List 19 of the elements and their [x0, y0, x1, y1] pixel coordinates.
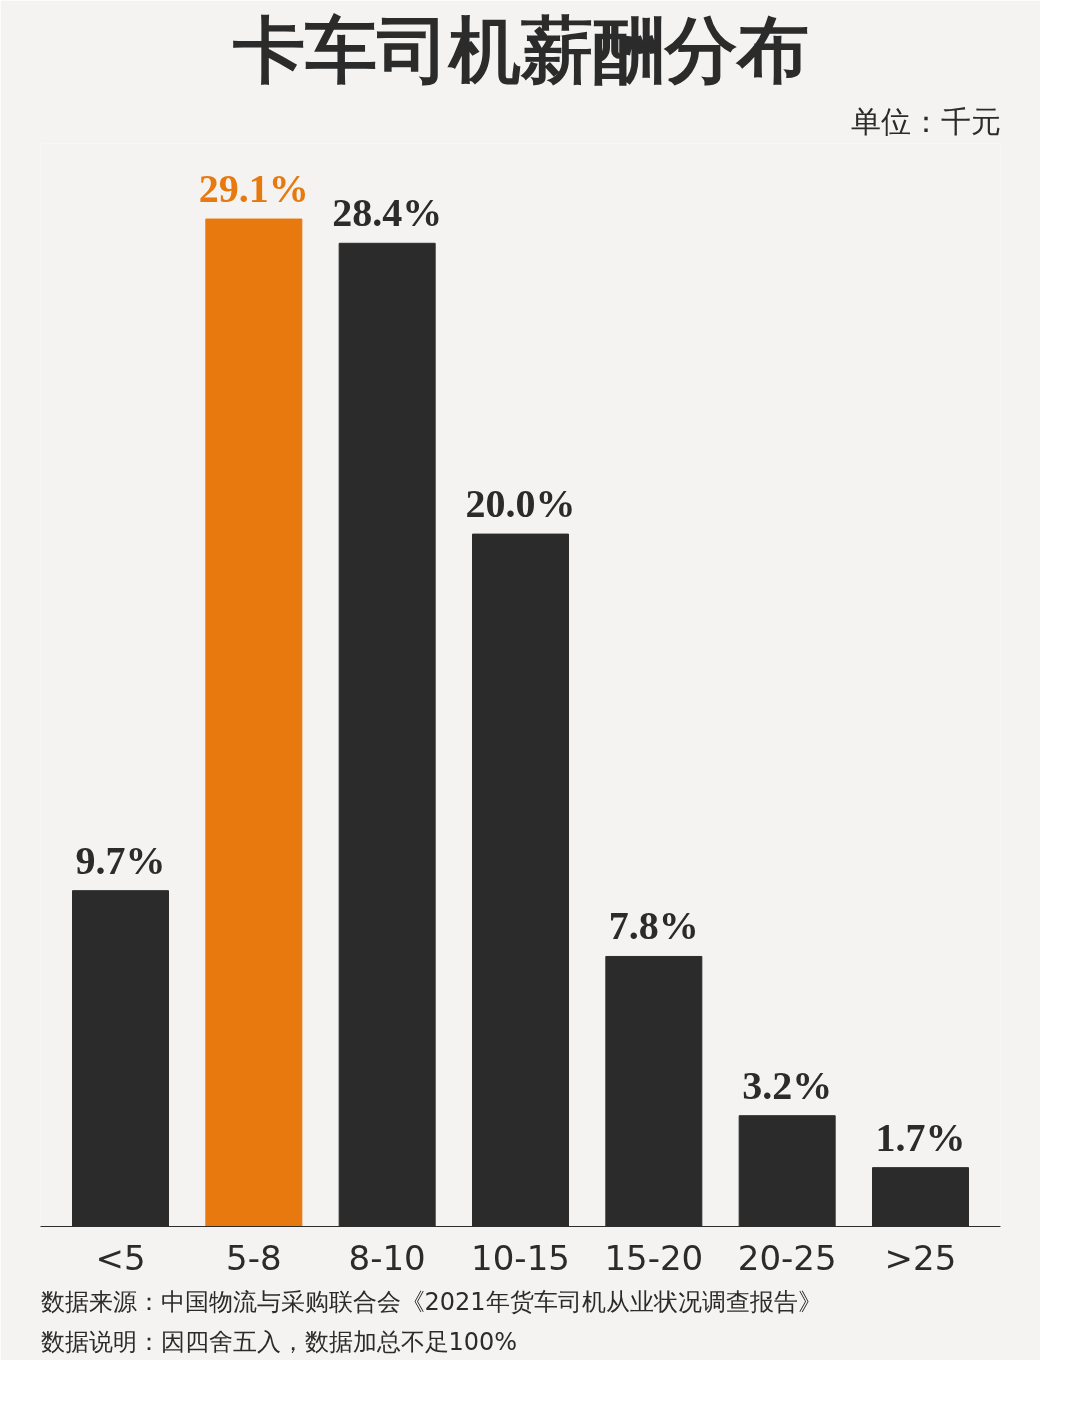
data-label: 3.2%	[742, 1062, 833, 1108]
data-label: 9.7%	[75, 837, 166, 883]
data-label: 7.8%	[608, 903, 699, 949]
x-tick-label: 20-25	[737, 1237, 837, 1278]
chart-title: 卡车司机薪酬分布	[231, 7, 809, 92]
x-tick-label: 15-20	[604, 1237, 704, 1278]
data-label: 20.0%	[465, 481, 576, 527]
x-tick-label: 10-15	[471, 1237, 570, 1278]
data-label: 1.7%	[875, 1114, 966, 1160]
x-tick-label: >25	[884, 1237, 957, 1278]
text: 数据说明：因四舍五入，数据加总不足100%	[40, 1327, 518, 1356]
data-label: 29.1%	[198, 166, 309, 212]
bar	[205, 218, 303, 1227]
source-note: 数据来源：中国物流与采购联合会《2021年货车司机从业状况调查报告》	[40, 1287, 822, 1316]
x-tick-label: 8-10	[348, 1237, 426, 1278]
chart-subtitle: 单位：千元	[850, 103, 1001, 139]
data-label: 28.4%	[332, 190, 443, 236]
x-tick-label: <5	[95, 1237, 146, 1278]
x-tick-label: 5-8	[226, 1237, 282, 1278]
